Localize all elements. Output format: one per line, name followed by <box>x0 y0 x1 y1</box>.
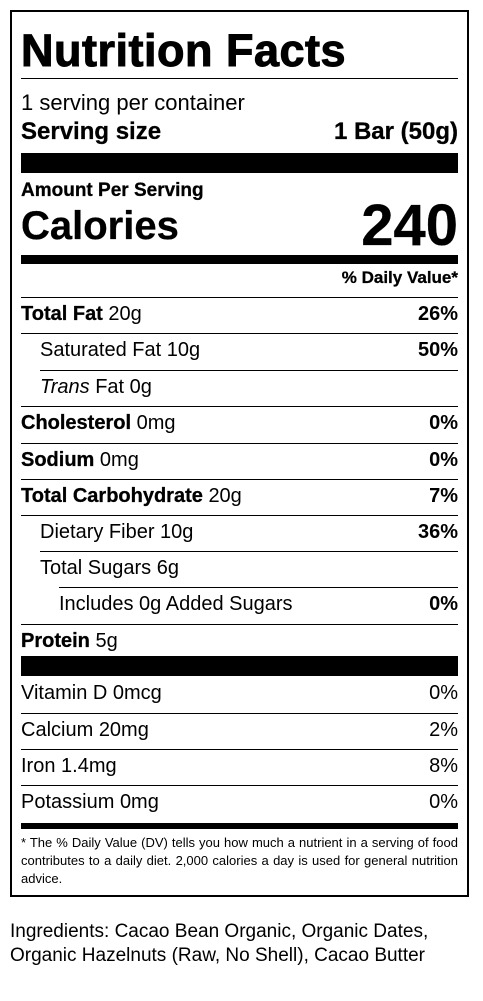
nutrient-name: Protein <box>21 630 90 652</box>
row-divider <box>40 551 458 552</box>
nutrient-dv: 0% <box>429 412 458 434</box>
nutrient-amount: 0mg <box>99 449 139 471</box>
nutrient-name: Total Carbohydrate <box>21 485 203 507</box>
row-divider <box>40 370 458 371</box>
nutrient-amount: 20g <box>108 303 142 325</box>
nutrient-amount: 20g <box>208 485 242 507</box>
nutrient-row-total-sugars: Total Sugars 6g <box>21 552 458 586</box>
nutrient-row-trans-fat: Trans Fat 0g <box>21 371 458 405</box>
vitamin-amount: 0mg <box>119 791 159 813</box>
vitamin-row-iron: Iron 1.4mg 8% <box>21 750 458 784</box>
nutrient-row-added-sugars: Includes 0g Added Sugars 0% <box>21 588 458 622</box>
title-divider <box>21 78 458 79</box>
nutrient-name: Includes 0g Added Sugars <box>59 593 293 615</box>
vitamin-name: Calcium <box>21 719 94 741</box>
vitamin-row-vitamin-d: Vitamin D 0mcg 0% <box>21 677 458 711</box>
row-divider <box>21 443 458 444</box>
row-divider <box>21 749 458 750</box>
vitamin-name: Iron <box>21 755 56 777</box>
vitamin-amount: 1.4mg <box>61 755 117 777</box>
nutrient-dv: 0% <box>429 449 458 471</box>
vitamin-dv: 2% <box>429 719 458 741</box>
row-divider <box>21 515 458 516</box>
nutrient-name: Total Sugars <box>40 557 152 579</box>
vitamin-row-calcium: Calcium 20mg 2% <box>21 714 458 748</box>
nutrient-name: Dietary Fiber <box>40 521 155 543</box>
nutrient-amount: 10g <box>166 339 201 361</box>
daily-value-header: % Daily Value* <box>341 268 459 287</box>
nutrient-dv: 50% <box>417 339 458 361</box>
vitamin-dv: 0% <box>429 682 458 704</box>
serving-size-label: Serving size <box>21 118 162 145</box>
nutrient-row-cholesterol: Cholesterol 0mg 0% <box>21 407 458 441</box>
row-divider <box>21 713 458 714</box>
vitamin-dv: 8% <box>429 755 458 777</box>
nutrient-name: Trans <box>40 376 90 398</box>
vitamin-amount: 20mg <box>98 719 149 741</box>
vitamin-name: Potassium <box>21 791 115 813</box>
row-divider <box>59 587 458 588</box>
nutrient-row-total-carbohydrate: Total Carbohydrate 20g 7% <box>21 480 458 514</box>
protein-divider <box>21 656 458 676</box>
nutrient-amount: 6g <box>156 557 179 579</box>
calories-value: 240 <box>361 193 458 258</box>
nutrient-amount: Fat 0g <box>95 376 152 398</box>
daily-value-footnote: * The % Daily Value (DV) tells you how m… <box>21 835 458 886</box>
nutrient-amount: 0mg <box>136 412 176 434</box>
servings-per-container: 1 serving per container <box>21 90 245 115</box>
serving-size-value: 1 Bar (50g) <box>333 118 458 145</box>
nutrient-amount: 5g <box>95 630 118 652</box>
nutrient-dv: 7% <box>429 485 458 507</box>
row-divider <box>21 406 458 407</box>
nutrient-row-sodium: Sodium 0mg 0% <box>21 444 458 478</box>
vitamin-dv: 0% <box>429 791 458 813</box>
footnote-divider <box>21 823 458 829</box>
row-divider <box>21 333 458 334</box>
nutrient-name: Cholesterol <box>21 412 132 434</box>
nutrient-amount: 10g <box>160 521 194 543</box>
nutrient-row-dietary-fiber: Dietary Fiber 10g 36% <box>21 516 458 550</box>
nutrient-name: Sodium <box>21 449 95 471</box>
nutrient-row-total-fat: Total Fat 20g 26% <box>21 298 458 332</box>
nutrient-name: Saturated Fat <box>40 339 162 361</box>
nutrient-dv: 0% <box>429 593 458 615</box>
amount-per-serving: Amount Per Serving <box>21 180 204 201</box>
nutrient-dv: 36% <box>417 521 458 543</box>
ingredients-list: Ingredients: Cacao Bean Organic, Organic… <box>10 921 429 966</box>
row-divider <box>21 624 458 625</box>
nutrition-facts-label: Nutrition Facts 1 serving per container … <box>10 10 469 897</box>
nutrient-row-protein: Protein 5g <box>21 625 458 659</box>
nutrient-name: Total Fat <box>21 303 103 325</box>
calories-label: Calories <box>21 204 179 248</box>
label-title: Nutrition Facts <box>20 25 347 76</box>
vitamin-amount: 0mcg <box>112 682 162 704</box>
row-divider <box>21 479 458 480</box>
vitamin-row-potassium: Potassium 0mg 0% <box>21 786 458 820</box>
vitamin-name: Vitamin D <box>21 682 108 704</box>
calories-divider <box>21 255 458 264</box>
dv-header-divider <box>21 297 458 298</box>
nutrient-row-saturated-fat: Saturated Fat 10g 50% <box>21 334 458 368</box>
serving-divider <box>21 153 458 173</box>
nutrient-dv: 26% <box>417 303 458 325</box>
row-divider <box>21 785 458 786</box>
